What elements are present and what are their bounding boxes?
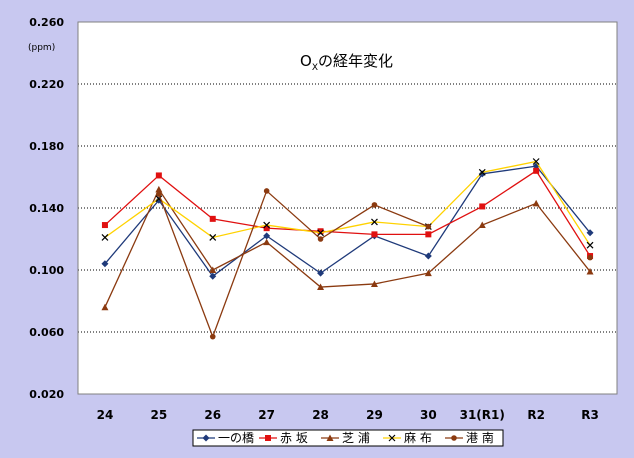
data-point — [317, 269, 325, 277]
data-point — [587, 254, 593, 261]
legend-label: 港 南 — [466, 430, 494, 445]
x-tick-label: R2 — [527, 408, 545, 422]
data-point — [156, 191, 162, 197]
legend-item: 一の橋 — [197, 431, 254, 445]
y-tick-label: 0.020 — [29, 388, 64, 401]
data-point — [101, 303, 109, 311]
legend-box — [192, 429, 504, 447]
legend-item: 芝 浦 — [321, 430, 370, 445]
legend-label: 赤 坂 — [280, 431, 308, 445]
data-point — [479, 203, 486, 210]
series-line — [104, 169, 591, 257]
data-point — [317, 228, 324, 235]
legend-marker — [265, 435, 271, 441]
plot-area — [78, 22, 617, 394]
legend-item: 港 南 — [445, 430, 494, 445]
legend: 一の橋 赤 坂 芝 浦 麻 布 港 南 — [192, 429, 504, 447]
data-point — [101, 222, 108, 229]
series-line — [104, 165, 591, 278]
x-tick-label: 30 — [420, 408, 437, 422]
series-lines — [101, 158, 594, 340]
data-point — [263, 188, 270, 194]
data-point — [425, 231, 432, 238]
data-point — [317, 283, 325, 291]
x-tick-label: 25 — [150, 408, 167, 422]
legend-label: 芝 浦 — [342, 430, 370, 445]
series-line — [104, 160, 591, 246]
legend-marker — [326, 434, 334, 441]
data-point — [263, 225, 270, 232]
y-axis-unit-label: (ppm) — [28, 43, 55, 53]
data-point — [533, 167, 540, 174]
data-point — [263, 238, 271, 246]
y-tick-label: 0.140 — [29, 202, 64, 215]
x-tick-label: 28 — [312, 408, 329, 422]
y-tick-label: 0.260 — [29, 16, 64, 29]
data-point — [155, 185, 163, 193]
data-point — [263, 232, 271, 240]
data-point — [209, 333, 216, 340]
series-3 — [101, 185, 594, 311]
data-point — [586, 268, 594, 275]
legend-label: 麻 布 — [404, 430, 432, 445]
legend-item: 赤 坂 — [259, 431, 308, 445]
x-tick-label: 24 — [97, 408, 114, 422]
legend-marker — [202, 434, 210, 442]
data-point — [532, 199, 540, 207]
y-tick-label: 0.180 — [29, 140, 64, 153]
x-tick-label: 26 — [204, 408, 221, 422]
data-point — [371, 202, 378, 208]
data-point — [371, 218, 378, 226]
y-tick-label: 0.060 — [29, 326, 64, 339]
data-point — [101, 260, 109, 268]
data-point — [209, 266, 217, 273]
data-point — [425, 223, 432, 230]
data-point — [209, 215, 216, 222]
data-point — [317, 229, 324, 237]
legend-marker — [388, 434, 396, 442]
data-point — [209, 272, 217, 280]
x-tick-label: R3 — [581, 408, 599, 422]
legend-label: 一の橋 — [218, 431, 254, 445]
data-point — [424, 252, 432, 260]
data-point — [478, 168, 486, 176]
data-point — [478, 221, 486, 229]
data-point — [155, 172, 162, 179]
x-tick-label: 31(R1) — [460, 408, 505, 422]
data-point — [209, 234, 217, 241]
data-point — [424, 269, 432, 277]
data-point — [370, 280, 378, 287]
chart-title: OXの経年変化 — [300, 52, 393, 73]
data-point — [586, 241, 594, 249]
series-line — [104, 188, 591, 308]
series-line — [158, 189, 429, 339]
y-tick-label: 0.220 — [29, 78, 64, 91]
data-point — [317, 236, 324, 242]
series-4 — [101, 158, 594, 249]
legend-marker — [451, 435, 457, 441]
y-tick-label: 0.100 — [29, 264, 64, 277]
series-5 — [156, 188, 593, 340]
x-tick-label: 27 — [258, 408, 275, 422]
legend-item: 麻 布 — [383, 430, 432, 445]
y-axis-tick-labels: 0.020 0.060 0.100 0.140 0.180 0.220 0.260 — [29, 16, 64, 401]
data-point — [263, 221, 271, 229]
data-point — [586, 229, 594, 237]
data-point — [371, 231, 378, 238]
data-point — [101, 234, 109, 241]
x-tick-label: 29 — [366, 408, 383, 422]
data-point — [532, 158, 540, 165]
x-axis-tick-labels: 24 25 26 27 28 29 30 31(R1) R2 R3 — [97, 408, 599, 422]
plot-border — [77, 21, 618, 395]
